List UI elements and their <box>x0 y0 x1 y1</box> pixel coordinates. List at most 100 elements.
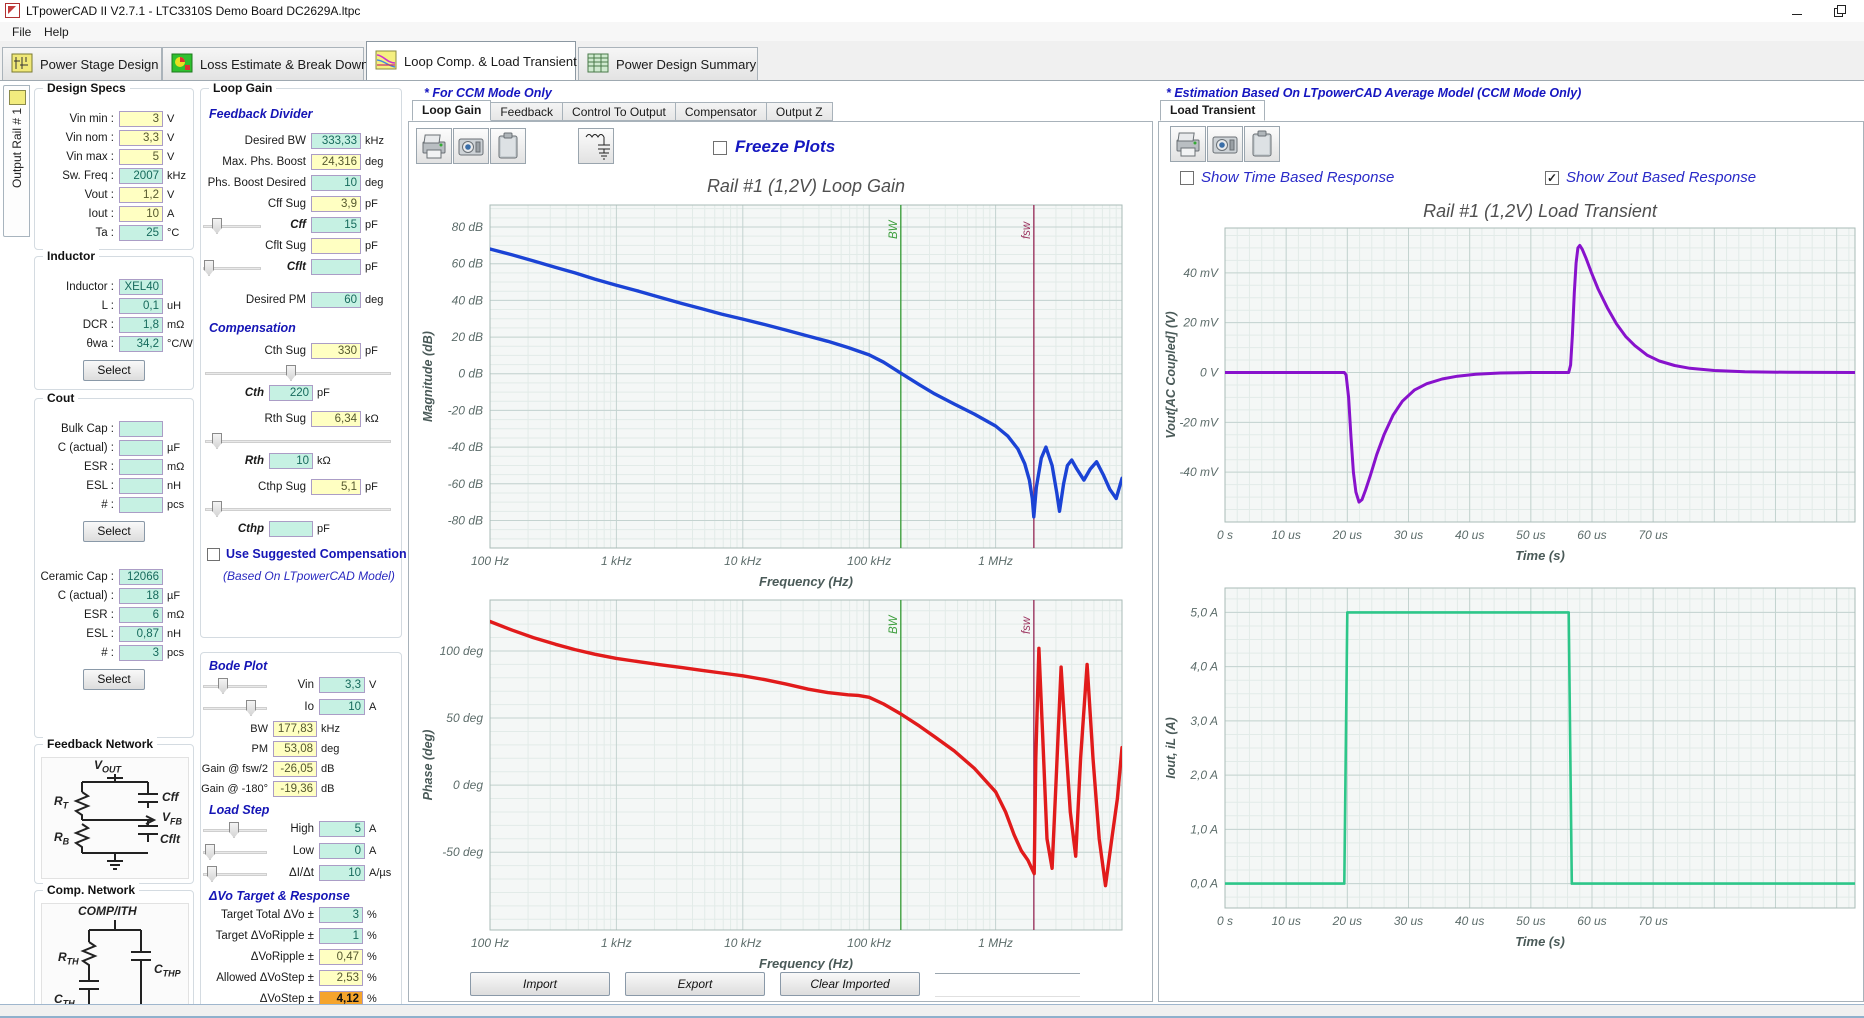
slider-thumb[interactable] <box>212 433 222 449</box>
field-value[interactable]: 2,53 <box>319 970 363 986</box>
plot-tab-load-transient[interactable]: Load Transient <box>1160 100 1266 121</box>
slider-thumb[interactable] <box>246 700 256 716</box>
restore-button[interactable] <box>1824 2 1854 20</box>
field-value[interactable]: 220 <box>269 385 313 401</box>
use-suggested-checkbox[interactable] <box>207 548 220 561</box>
field-value[interactable]: 25 <box>119 225 163 241</box>
minimize-button[interactable] <box>1782 2 1812 20</box>
slider-thumb[interactable] <box>204 260 214 276</box>
field-value[interactable]: 3,3 <box>119 130 163 146</box>
field-value[interactable]: 333,33 <box>311 133 361 149</box>
field-value[interactable] <box>119 459 163 475</box>
plot-tab-loop-gain[interactable]: Loop Gain <box>412 100 492 121</box>
tab-output-rail-1[interactable]: Output Rail # 1 <box>3 85 30 237</box>
menu-help[interactable]: Help <box>44 25 69 39</box>
inductor-select-button[interactable]: Select <box>83 360 145 381</box>
field-value[interactable]: 3,3 <box>319 677 365 693</box>
export-button[interactable]: Export <box>625 972 765 996</box>
field-value[interactable]: 5 <box>319 821 365 837</box>
slider-thumb[interactable] <box>205 844 215 860</box>
field-value[interactable]: 3,9 <box>311 196 361 212</box>
bulk-cap-select-button[interactable]: Select <box>83 521 145 542</box>
field-value[interactable]: 10 <box>319 699 365 715</box>
main-tab-power-design-summary[interactable]: Power Design Summary <box>578 47 758 80</box>
field-value[interactable]: 15 <box>311 217 361 233</box>
field-value[interactable]: 330 <box>311 343 361 359</box>
slider-thumb[interactable] <box>212 501 222 517</box>
field-row: Low 0 A <box>201 843 401 861</box>
field-value[interactable]: 5 <box>119 149 163 165</box>
slider-thumb[interactable] <box>229 822 239 838</box>
ceramic-cap-select-button[interactable]: Select <box>83 669 145 690</box>
field-value[interactable] <box>311 259 361 275</box>
clear-imported-button[interactable]: Clear Imported <box>780 972 920 996</box>
field-value[interactable]: XEL40 <box>119 279 163 295</box>
freeze-plots-checkbox[interactable] <box>713 141 727 155</box>
field-value[interactable]: 1,2 <box>119 187 163 203</box>
field-value[interactable]: 12066 <box>119 569 163 585</box>
circuit-icon-button[interactable] <box>578 128 614 164</box>
field-value[interactable]: 3 <box>119 111 163 127</box>
field-value[interactable]: 53,08 <box>273 741 317 757</box>
field-value[interactable]: 6,34 <box>311 411 361 427</box>
field-value[interactable]: 18 <box>119 588 163 604</box>
field-value[interactable]: 3 <box>319 907 363 923</box>
imported-file-field[interactable] <box>935 973 1080 997</box>
slider-thumb[interactable] <box>207 866 217 882</box>
field-value[interactable]: -26,05 <box>273 761 317 777</box>
show-time-response-checkbox[interactable] <box>1180 171 1194 185</box>
slider-thumb[interactable] <box>218 678 228 694</box>
field-value[interactable]: 5,1 <box>311 479 361 495</box>
field-value[interactable]: 34,2 <box>119 336 163 352</box>
field-label: Gain @ fsw/2 <box>201 763 268 775</box>
plot-tab-output-z[interactable]: Output Z <box>766 102 833 121</box>
field-label: ESL : <box>86 628 114 640</box>
field-value[interactable] <box>119 440 163 456</box>
field-label: C (actual) : <box>57 590 114 602</box>
x-tick-label: 100 Hz <box>471 936 509 950</box>
cflt-label: Cflt <box>160 832 180 846</box>
field-unit: % <box>367 951 377 963</box>
field-value[interactable]: 0,47 <box>319 949 363 965</box>
field-value[interactable]: 6 <box>119 607 163 623</box>
show-zout-response-checkbox[interactable]: ✓ <box>1545 171 1559 185</box>
field-value[interactable]: 2007 <box>119 168 163 184</box>
menu-file[interactable]: File <box>12 25 32 39</box>
import-button[interactable]: Import <box>470 972 610 996</box>
printer-icon-button[interactable] <box>1170 126 1206 162</box>
field-value[interactable] <box>119 497 163 513</box>
field-value[interactable]: 3 <box>119 645 163 661</box>
printer-icon-button[interactable] <box>416 128 452 164</box>
slider-thumb[interactable] <box>286 365 296 381</box>
plot-tab-control-to-output[interactable]: Control To Output <box>563 102 676 121</box>
field-value[interactable]: -19,36 <box>273 781 317 797</box>
camera-icon-button[interactable] <box>1207 126 1243 162</box>
field-value[interactable]: 10 <box>319 865 365 881</box>
plot-tab-compensator[interactable]: Compensator <box>675 102 767 121</box>
field-value[interactable] <box>311 238 361 254</box>
field-value[interactable]: 0,1 <box>119 298 163 314</box>
loop-gain-magnitude-curve <box>490 247 1122 519</box>
field-value[interactable]: 60 <box>311 292 361 308</box>
field-value[interactable]: 177,83 <box>273 721 317 737</box>
field-value[interactable]: 10 <box>311 175 361 191</box>
field-value[interactable] <box>269 521 313 537</box>
main-tab-loop-comp-load-transient[interactable]: Loop Comp. & Load Transient <box>366 41 577 80</box>
y-tick-label: 2,0 A <box>1189 768 1218 782</box>
plot-tab-feedback[interactable]: Feedback <box>491 102 564 121</box>
main-tab-loss-estimate-break-down[interactable]: Loss Estimate & Break Down <box>162 47 368 80</box>
field-value[interactable]: 0,87 <box>119 626 163 642</box>
field-value[interactable]: 0 <box>319 843 365 859</box>
field-value[interactable]: 24,316 <box>311 154 361 170</box>
field-value[interactable]: 1,8 <box>119 317 163 333</box>
camera-icon-button[interactable] <box>453 128 489 164</box>
main-tab-power-stage-design[interactable]: Power Stage Design <box>2 47 162 80</box>
field-value[interactable]: 10 <box>269 453 313 469</box>
field-value[interactable] <box>119 421 163 437</box>
field-value[interactable]: 1 <box>319 928 363 944</box>
field-value[interactable] <box>119 478 163 494</box>
slider-thumb[interactable] <box>212 218 222 234</box>
clipboard-icon-button[interactable] <box>1244 126 1280 162</box>
clipboard-icon-button[interactable] <box>490 128 526 164</box>
field-value[interactable]: 10 <box>119 206 163 222</box>
